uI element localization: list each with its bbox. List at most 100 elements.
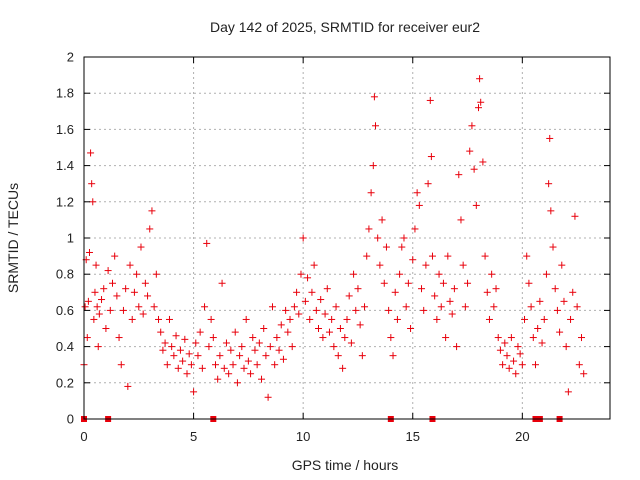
data-point: [192, 339, 200, 347]
data-point: [133, 270, 141, 278]
data-point: [242, 315, 250, 323]
data-point: [448, 310, 456, 318]
x-tick-label: 0: [80, 429, 87, 444]
data-point: [247, 370, 255, 378]
data-point: [341, 334, 349, 342]
data-point: [545, 180, 553, 188]
data-point: [317, 296, 325, 304]
data-point: [212, 361, 219, 369]
data-point: [442, 334, 450, 342]
data-point: [516, 350, 524, 358]
data-point: [354, 285, 362, 293]
data-point: [88, 180, 96, 188]
data-point: [236, 352, 244, 360]
chart-title: Day 142 of 2025, SRMTID for receiver eur…: [210, 19, 480, 35]
data-point: [505, 364, 513, 372]
data-point: [420, 306, 428, 314]
data-point: [369, 162, 377, 170]
tick-labels: 00.20.40.60.811.21.41.61.820 5 10 15 20: [56, 50, 530, 445]
data-point: [266, 343, 274, 351]
data-point: [185, 350, 193, 358]
data-point: [113, 292, 121, 300]
data-point: [85, 248, 93, 256]
data-point: [323, 285, 331, 293]
data-point: [466, 147, 474, 155]
data-point: [461, 303, 469, 311]
data-point: [95, 310, 103, 318]
data-point: [534, 325, 542, 332]
data-point: [428, 252, 436, 260]
data-point: [476, 75, 484, 83]
data-point: [370, 93, 378, 101]
data-point: [194, 352, 202, 360]
data-point: [288, 343, 296, 351]
data-point: [538, 339, 546, 347]
data-point: [402, 303, 410, 311]
data-point: [378, 216, 386, 224]
data-point: [139, 310, 147, 318]
data-point: [490, 303, 498, 311]
data-point: [411, 225, 419, 233]
data-point: [306, 315, 314, 323]
data-point: [275, 346, 283, 354]
data-point: [426, 96, 434, 104]
data-point: [201, 303, 209, 311]
data-point: [183, 370, 191, 378]
data-point: [569, 288, 577, 296]
data-point: [551, 285, 559, 293]
data-point: [290, 303, 298, 311]
data-point: [214, 375, 222, 383]
data-point: [304, 274, 312, 282]
data-point: [301, 297, 309, 305]
data-point: [567, 315, 575, 323]
data-point: [148, 207, 156, 215]
data-point: [84, 297, 92, 305]
data-point: [531, 361, 539, 369]
data-point: [352, 306, 360, 314]
y-tick-label: 1.8: [56, 86, 74, 101]
data-point: [117, 361, 125, 369]
data-point: [376, 261, 384, 269]
data-point: [457, 216, 465, 224]
data-point: [203, 239, 211, 247]
data-point: [190, 388, 198, 396]
data-point: [174, 364, 182, 372]
data-point: [312, 306, 320, 314]
data-point: [556, 328, 564, 336]
data-point: [90, 315, 98, 323]
data-point: [409, 256, 417, 264]
data-point: [271, 361, 279, 369]
data-point: [172, 332, 180, 340]
data-point: [380, 279, 388, 287]
data-point: [450, 285, 458, 293]
data-point: [106, 306, 114, 314]
data-point: [483, 288, 491, 296]
data-point: [126, 261, 134, 269]
data-point: [240, 364, 248, 372]
data-point: [218, 279, 226, 287]
data-point: [279, 355, 287, 363]
data-point: [130, 288, 138, 296]
data-point: [299, 234, 307, 242]
data-point: [387, 334, 395, 342]
data-point: [187, 361, 195, 369]
y-tick-label: 1.2: [56, 194, 74, 209]
data-point: [578, 334, 586, 342]
data-point: [297, 270, 305, 278]
data-point: [260, 325, 268, 332]
data-point: [477, 98, 485, 106]
data-point: [176, 346, 184, 354]
y-axis-label: SRMTID / TECUs: [5, 183, 21, 293]
data-point: [293, 288, 301, 296]
data-point: [496, 346, 504, 354]
data-point: [479, 158, 487, 166]
data-point: [444, 252, 452, 260]
data-point: [332, 303, 340, 311]
data-point: [244, 357, 252, 365]
data-point: [523, 252, 531, 260]
x-axis-label: GPS time / hours: [292, 457, 399, 473]
data-point: [157, 328, 165, 336]
data-point: [580, 370, 588, 378]
data-point: [343, 315, 351, 323]
data-point: [321, 310, 329, 318]
